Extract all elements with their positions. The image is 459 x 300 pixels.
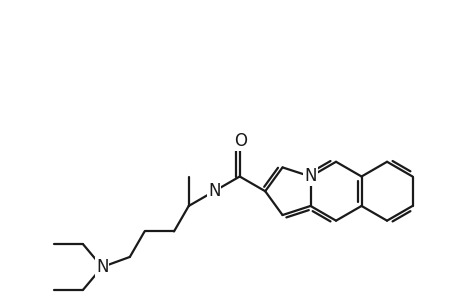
Text: O: O: [234, 132, 246, 150]
Text: N: N: [207, 182, 220, 200]
Text: N: N: [96, 258, 108, 276]
Text: N: N: [303, 167, 316, 185]
